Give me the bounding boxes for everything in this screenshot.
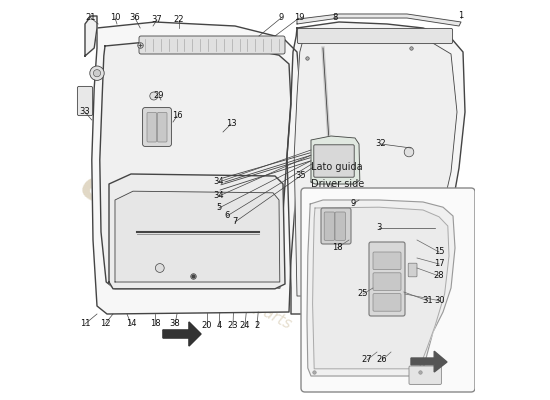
Polygon shape: [311, 136, 360, 184]
FancyBboxPatch shape: [373, 273, 401, 290]
Polygon shape: [85, 16, 97, 56]
FancyBboxPatch shape: [373, 294, 401, 311]
FancyBboxPatch shape: [314, 145, 354, 177]
Text: 27: 27: [362, 356, 372, 364]
Text: 13: 13: [226, 120, 236, 128]
FancyBboxPatch shape: [142, 108, 172, 146]
Text: 15: 15: [434, 248, 444, 256]
Text: 18: 18: [332, 244, 342, 252]
FancyBboxPatch shape: [78, 86, 92, 116]
FancyBboxPatch shape: [409, 366, 442, 384]
Polygon shape: [109, 174, 285, 289]
FancyBboxPatch shape: [335, 212, 345, 240]
Polygon shape: [163, 322, 201, 346]
Polygon shape: [100, 42, 291, 289]
Text: 30: 30: [434, 296, 445, 305]
FancyBboxPatch shape: [324, 212, 334, 240]
FancyBboxPatch shape: [369, 242, 405, 316]
Text: 4: 4: [216, 322, 222, 330]
Text: 10: 10: [110, 14, 120, 22]
Text: 5: 5: [216, 204, 222, 212]
Text: 8: 8: [332, 14, 338, 22]
FancyBboxPatch shape: [301, 188, 475, 392]
Polygon shape: [92, 22, 301, 314]
Text: 34: 34: [214, 192, 224, 200]
Text: 19: 19: [294, 14, 304, 22]
Text: 7: 7: [232, 218, 238, 226]
Text: 20: 20: [202, 322, 212, 330]
Text: 34: 34: [214, 178, 224, 186]
Text: 12: 12: [100, 320, 110, 328]
Circle shape: [90, 66, 104, 80]
FancyBboxPatch shape: [157, 112, 167, 142]
Text: 14: 14: [126, 320, 136, 328]
Text: 11: 11: [80, 320, 90, 328]
Polygon shape: [411, 351, 447, 372]
Text: 29: 29: [154, 92, 164, 100]
Polygon shape: [312, 207, 449, 369]
FancyBboxPatch shape: [139, 36, 285, 54]
FancyBboxPatch shape: [408, 263, 417, 277]
Polygon shape: [307, 200, 455, 376]
FancyBboxPatch shape: [373, 252, 401, 270]
Polygon shape: [297, 14, 461, 26]
Polygon shape: [115, 191, 280, 282]
Text: eurospares: eurospares: [73, 163, 342, 333]
Text: 33: 33: [80, 108, 90, 116]
Circle shape: [94, 70, 101, 77]
Text: 6: 6: [224, 212, 230, 220]
Text: 21: 21: [86, 14, 96, 22]
Text: 37: 37: [152, 16, 162, 24]
Text: 16: 16: [172, 112, 182, 120]
Text: Driver side: Driver side: [311, 179, 364, 189]
Polygon shape: [287, 22, 465, 314]
Text: 38: 38: [169, 320, 180, 328]
Circle shape: [150, 92, 158, 100]
Text: 32: 32: [376, 140, 386, 148]
Text: 9: 9: [278, 14, 284, 22]
Text: 28: 28: [434, 272, 444, 280]
Text: 17: 17: [434, 260, 444, 268]
Text: 3: 3: [376, 224, 382, 232]
Text: a passion for parts: a passion for parts: [161, 252, 294, 332]
Text: 1: 1: [458, 12, 464, 20]
Text: 24: 24: [240, 322, 250, 330]
Text: 25: 25: [358, 290, 368, 298]
FancyBboxPatch shape: [298, 28, 453, 44]
Circle shape: [156, 264, 164, 272]
Text: 9: 9: [350, 200, 356, 208]
Text: 36: 36: [130, 14, 140, 22]
Text: 35: 35: [296, 172, 306, 180]
Text: 31: 31: [422, 296, 433, 305]
Polygon shape: [294, 32, 457, 296]
Text: Lato guida: Lato guida: [311, 162, 362, 172]
FancyBboxPatch shape: [147, 112, 157, 142]
Text: 22: 22: [174, 16, 184, 24]
FancyBboxPatch shape: [321, 208, 351, 244]
Text: 26: 26: [377, 356, 388, 364]
Circle shape: [404, 147, 414, 157]
Text: 23: 23: [228, 322, 238, 330]
Text: 18: 18: [150, 320, 160, 328]
Text: 2: 2: [254, 322, 260, 330]
